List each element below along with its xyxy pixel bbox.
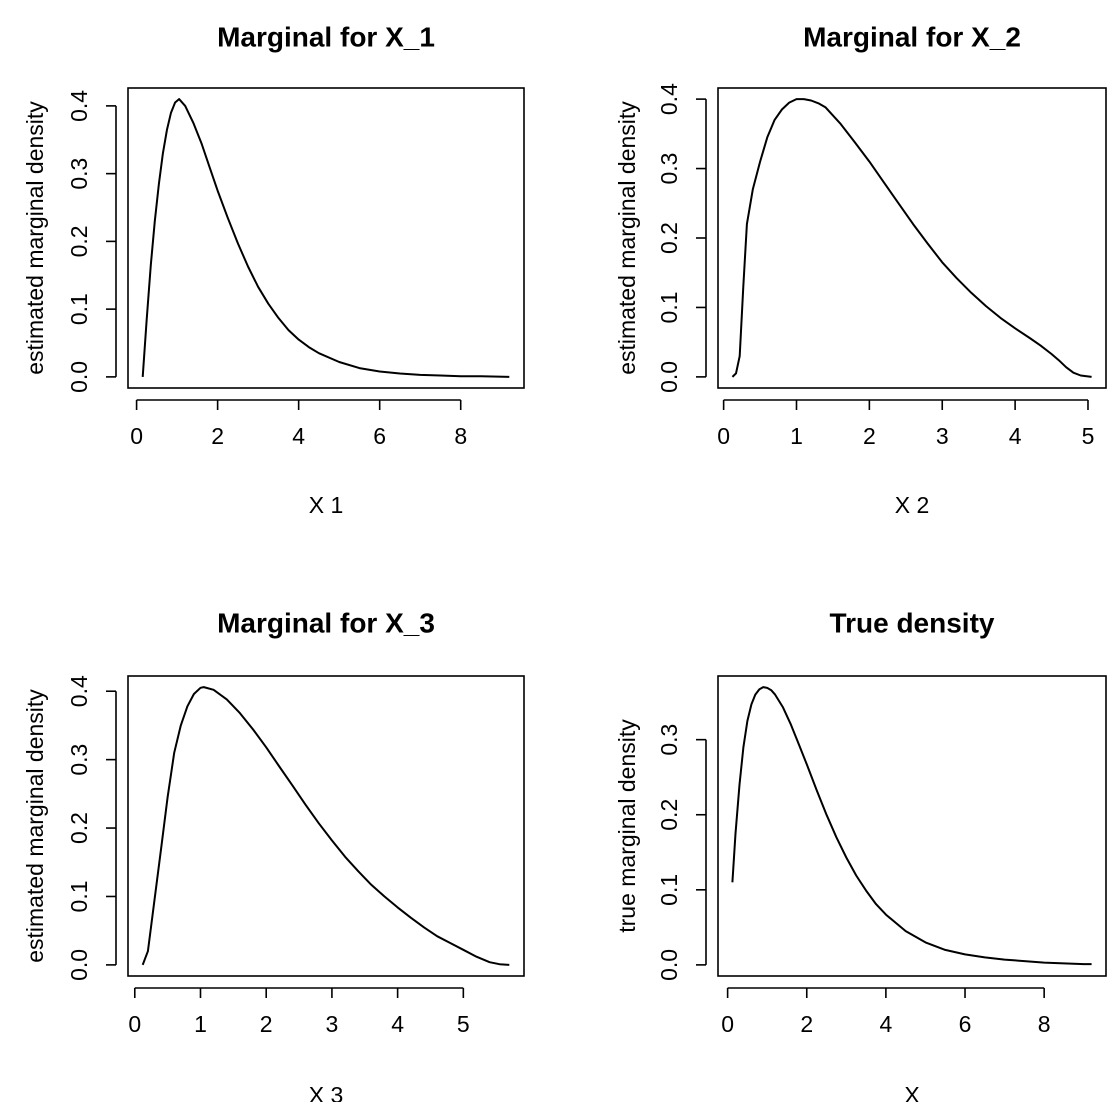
x-tick-label: 3 <box>326 1011 339 1037</box>
x-axis-label: X 1 <box>309 492 344 518</box>
density-curve <box>141 98 510 378</box>
panel-2: Marginal for X_2 0 1 2 3 4 5 X 2 0.0 0.1 0.2 0.3 0.4… <box>614 22 1107 518</box>
plot-frame <box>717 87 1107 389</box>
y-tick-label: 0.0 <box>656 949 682 981</box>
x-tick-label: 1 <box>790 423 803 449</box>
x-tick-label: 8 <box>1038 1011 1051 1037</box>
panel-title: Marginal for X_1 <box>217 22 435 53</box>
density-curve <box>731 686 1092 966</box>
x-tick-label: 3 <box>936 423 949 449</box>
plot-frame <box>127 675 525 977</box>
x-tick-label: 8 <box>454 423 467 449</box>
y-tick-label: 0.1 <box>656 874 682 906</box>
density-curve <box>731 98 1092 378</box>
x-tick-label: 2 <box>863 423 876 449</box>
y-axis-label: estimated marginal density <box>22 689 48 963</box>
x-tick-label: 2 <box>260 1011 273 1037</box>
y-tick-label: 0.3 <box>66 744 92 776</box>
y-tick-label: 0.4 <box>656 83 682 115</box>
x-tick-label: 4 <box>292 423 305 449</box>
y-tick-label: 0.4 <box>66 90 92 122</box>
x-tick-label: 0 <box>721 1011 734 1037</box>
y-axis-label: estimated marginal density <box>22 101 48 375</box>
y-tick-label: 0.0 <box>656 361 682 393</box>
x-tick-label: 5 <box>1082 423 1095 449</box>
density-curve <box>141 686 510 966</box>
x-tick-label: 0 <box>717 423 730 449</box>
x-tick-label: 4 <box>391 1011 404 1037</box>
panel-title: True density <box>830 608 995 639</box>
x-tick-label: 4 <box>879 1011 892 1037</box>
y-tick-label: 0.3 <box>656 153 682 185</box>
x-tick-label: 0 <box>130 423 143 449</box>
panel-title: Marginal for X_3 <box>217 608 435 639</box>
x-axis-label: X 3 <box>309 1082 344 1102</box>
y-tick-label: 0.0 <box>66 361 92 393</box>
y-tick-label: 0.2 <box>656 799 682 831</box>
panel-3: Marginal for X_3 0 1 2 3 4 5 X 3 0.0 0.1 0.2 0.3 0.4… <box>22 608 525 1102</box>
x-tick-label: 6 <box>959 1011 972 1037</box>
x-axis-label: X 2 <box>895 492 930 518</box>
panel-title: Marginal for X_2 <box>803 22 1021 53</box>
y-tick-label: 0.2 <box>66 225 92 257</box>
x-tick-label: 1 <box>194 1011 207 1037</box>
y-tick-label: 0.1 <box>656 291 682 323</box>
plot-frame <box>717 675 1107 977</box>
x-tick-label: 4 <box>1009 423 1022 449</box>
x-tick-label: 2 <box>800 1011 813 1037</box>
x-tick-label: 2 <box>211 423 224 449</box>
y-tick-label: 0.4 <box>66 675 92 707</box>
x-tick-label: 6 <box>373 423 386 449</box>
x-axis-label: X <box>904 1082 919 1102</box>
y-tick-label: 0.0 <box>66 949 92 981</box>
x-tick-label: 5 <box>457 1011 470 1037</box>
x-tick-label: 0 <box>128 1011 141 1037</box>
panel-1: Marginal for X_1 0 2 4 6 8 X 1 0.0 0.1 0.2 0.3 0.4 e… <box>22 22 525 518</box>
plot-frame <box>127 87 525 389</box>
y-axis-label: true marginal density <box>614 719 640 933</box>
y-tick-label: 0.3 <box>66 158 92 190</box>
y-tick-label: 0.2 <box>66 812 92 844</box>
y-tick-label: 0.2 <box>656 222 682 254</box>
panel-4: True density 0 2 4 6 8 X 0.0 0.1 0.2 0.3 true margi… <box>614 608 1107 1102</box>
y-axis-label: estimated marginal density <box>614 101 640 375</box>
y-tick-label: 0.1 <box>66 880 92 912</box>
y-tick-label: 0.3 <box>656 724 682 756</box>
y-tick-label: 0.1 <box>66 293 92 325</box>
